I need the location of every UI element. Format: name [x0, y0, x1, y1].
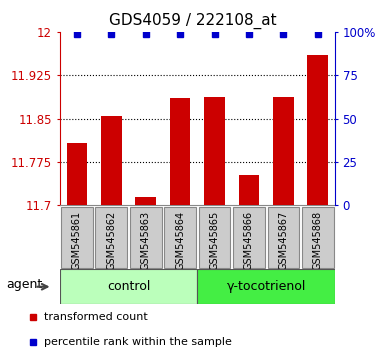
Text: GSM545867: GSM545867 [278, 210, 288, 270]
FancyBboxPatch shape [302, 207, 333, 268]
Text: GSM545865: GSM545865 [209, 210, 219, 270]
Text: GSM545863: GSM545863 [141, 210, 151, 269]
FancyBboxPatch shape [130, 207, 162, 268]
FancyBboxPatch shape [268, 207, 299, 268]
FancyBboxPatch shape [95, 207, 127, 268]
FancyBboxPatch shape [199, 207, 230, 268]
Text: GDS4059 / 222108_at: GDS4059 / 222108_at [109, 12, 276, 29]
Text: GSM545868: GSM545868 [313, 210, 323, 269]
FancyBboxPatch shape [61, 207, 93, 268]
Bar [136, 196, 156, 205]
Text: γ-tocotrienol: γ-tocotrienol [226, 280, 306, 293]
Text: transformed count: transformed count [44, 312, 148, 322]
FancyBboxPatch shape [164, 207, 196, 268]
Bar [307, 55, 328, 205]
Text: agent: agent [6, 279, 42, 291]
Text: percentile rank within the sample: percentile rank within the sample [44, 337, 232, 347]
Bar [273, 97, 294, 205]
Bar [239, 175, 259, 205]
Bar [197, 269, 335, 304]
Bar [170, 98, 191, 205]
Bar [204, 97, 225, 205]
Text: control: control [107, 280, 150, 293]
Bar [60, 269, 197, 304]
Text: GSM545864: GSM545864 [175, 210, 185, 269]
Text: GSM545866: GSM545866 [244, 210, 254, 269]
FancyBboxPatch shape [233, 207, 265, 268]
Bar [101, 116, 122, 205]
Bar [67, 143, 87, 205]
Text: GSM545861: GSM545861 [72, 210, 82, 269]
Text: GSM545862: GSM545862 [106, 210, 116, 270]
